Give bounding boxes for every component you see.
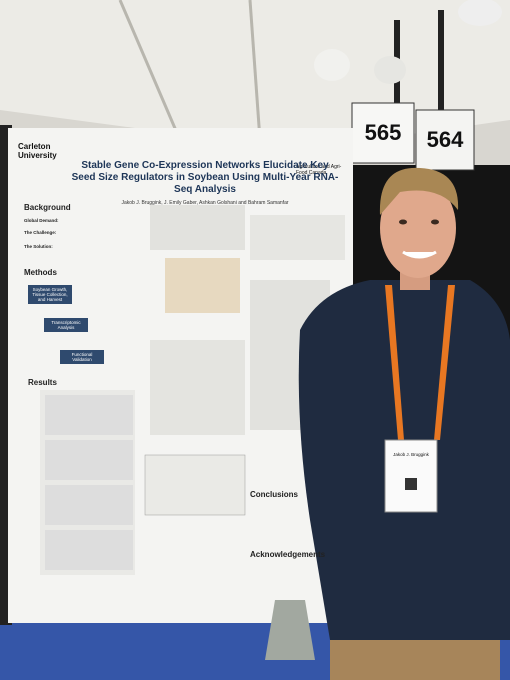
badge-qr: [405, 478, 417, 490]
lanyard: [434, 285, 455, 440]
figure: [45, 440, 133, 480]
background-item: The Challenge:: [24, 230, 57, 235]
table: [144, 454, 246, 516]
ceiling-beam: [248, 0, 262, 141]
figure: [150, 205, 245, 250]
section-heading: Acknowledgements: [250, 550, 326, 559]
background-item: The Solution:: [24, 244, 53, 249]
background-item: Global Demand:: [24, 218, 59, 223]
booth-sign: [351, 102, 415, 164]
poster-authors: Jakob J. Bruggink, J. Emily Gaber, Ashka…: [121, 200, 289, 206]
poster-title: Stable Gene Co-Expression Networks Eluci…: [71, 160, 339, 195]
ceiling-beam: [118, 0, 182, 141]
badge: [384, 439, 438, 513]
smile: [402, 250, 437, 259]
passerby-legs: [265, 600, 315, 660]
eye: [399, 219, 407, 225]
eye: [431, 219, 439, 225]
spotlight: [314, 49, 350, 81]
spotlight: [374, 56, 406, 84]
figure: [45, 395, 133, 435]
light-pole: [438, 10, 444, 110]
figure: [45, 485, 133, 525]
method-step: Soybean Growth, Tissue Collection, and H…: [28, 285, 72, 304]
method-step: Functional Validation: [60, 350, 104, 364]
hair: [379, 167, 459, 215]
partner-logo: Agriculture and Agri-Food Canada: [296, 164, 342, 176]
section-heading: Background: [24, 203, 71, 212]
badge-name: Jakob J. Bruggink: [393, 452, 429, 457]
booth-number: 565: [364, 120, 402, 145]
section-heading: Conclusions: [250, 490, 299, 499]
spotlight: [458, 0, 502, 26]
figure: [150, 340, 245, 435]
heatmap: [165, 258, 240, 313]
section-heading: Methods: [24, 268, 57, 277]
section-heading: Results: [28, 378, 57, 387]
booth-number: 564: [426, 127, 464, 152]
face: [380, 178, 456, 278]
figure: [250, 215, 345, 260]
booth-sign: [415, 109, 475, 171]
lanyard: [385, 285, 404, 440]
university-logo: Carleton University: [18, 142, 57, 160]
method-step: Transcriptomic Analysis: [44, 318, 88, 332]
figure: [45, 530, 133, 570]
